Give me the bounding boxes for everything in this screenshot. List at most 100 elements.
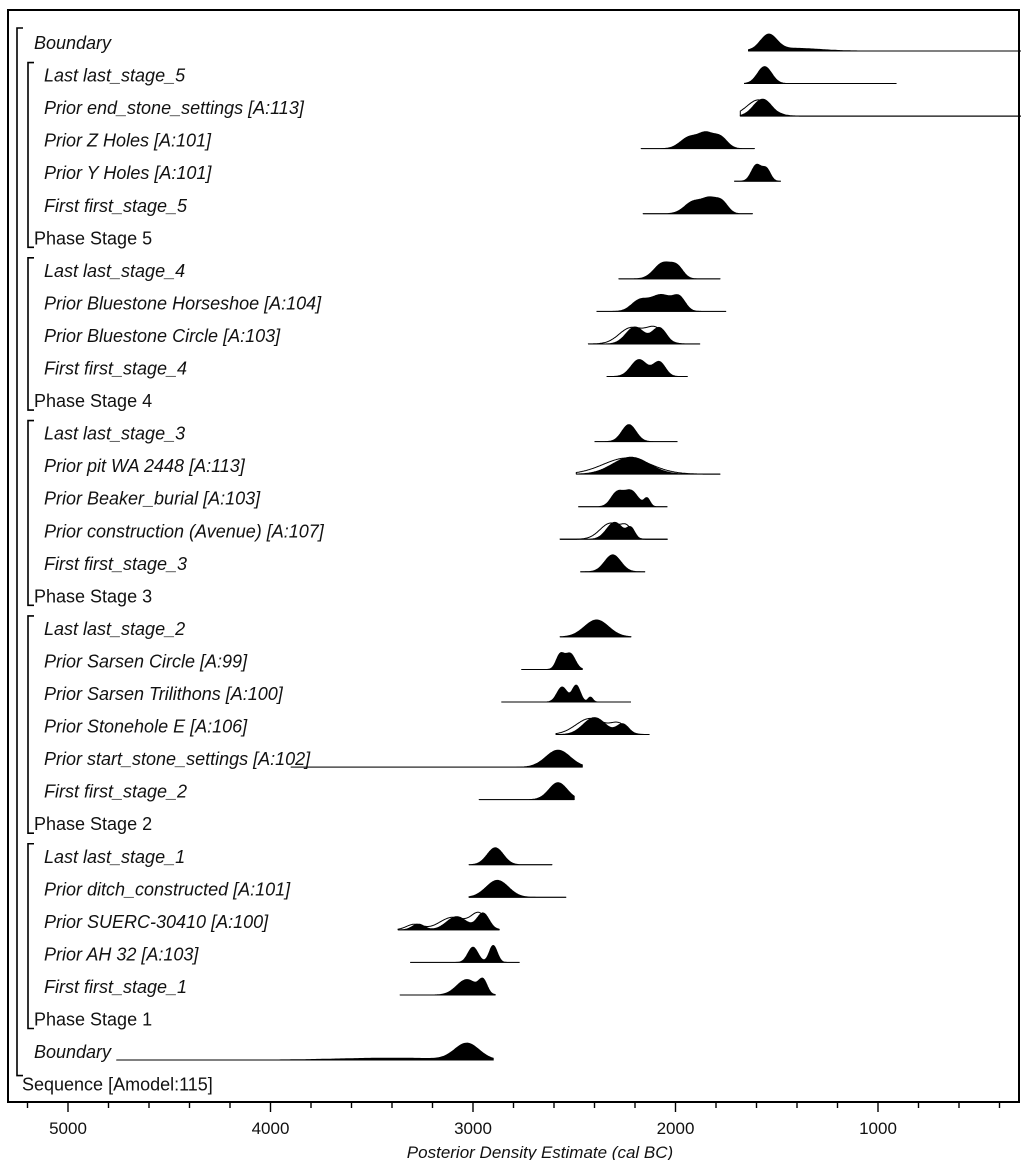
row-label-prior-ah-32-a-103: Prior AH 32 [A:103] <box>44 944 199 964</box>
density-prior-sarsen-circle-a-99 <box>521 651 583 670</box>
density-first-first-stage-1 <box>399 977 496 996</box>
row-label-prior-ditch-constructed-a-101: Prior ditch_constructed [A:101] <box>44 879 291 899</box>
row-label-first-first-stage-5: First first_stage_5 <box>44 196 188 216</box>
row-label-last-last-stage-2: Last last_stage_2 <box>44 619 185 639</box>
density-prior-bluestone-circle-a-103 <box>587 325 701 345</box>
row-label-phase-stage-1: Phase Stage 1 <box>34 1010 152 1030</box>
row-label-prior-stonehole-e-a-106: Prior Stonehole E [A:106] <box>44 717 248 737</box>
row-label-prior-sarsen-trilithons-a-100: Prior Sarsen Trilithons [A:100] <box>44 684 284 704</box>
x-axis-title: Posterior Density Estimate (cal BC) <box>407 1143 673 1160</box>
posterior-fill <box>748 33 1021 52</box>
density-last-last-stage-5 <box>744 66 897 85</box>
density-last-last-stage-2 <box>559 619 632 638</box>
posterior-fill <box>578 489 668 508</box>
density-prior-start-stone-settings-a-102 <box>290 749 583 768</box>
row-label-first-first-stage-2: First first_stage_2 <box>44 782 187 802</box>
posterior-fill <box>575 456 721 475</box>
row-label-boundary: Boundary <box>34 1042 112 1062</box>
posterior-fill <box>559 521 668 540</box>
row-label-first-first-stage-1: First first_stage_1 <box>44 977 187 997</box>
row-label-first-first-stage-3: First first_stage_3 <box>44 554 187 574</box>
tick-label-4000: 4000 <box>252 1119 290 1138</box>
row-label-prior-end-stone-settings-a-113: Prior end_stone_settings [A:113] <box>44 98 305 118</box>
row-label-last-last-stage-1: Last last_stage_1 <box>44 847 185 867</box>
row-label-boundary: Boundary <box>34 33 112 53</box>
posterior-fill <box>468 847 553 866</box>
density-first-first-stage-2 <box>478 782 575 801</box>
phase-bracket <box>27 842 34 1030</box>
row-label-phase-stage-2: Phase Stage 2 <box>34 814 152 834</box>
posterior-fill <box>555 717 650 735</box>
posterior-fill <box>399 977 496 996</box>
density-prior-bluestone-horseshoe-a-104 <box>596 294 727 312</box>
density-prior-suerc-30410-a-100 <box>397 911 500 931</box>
density-prior-construction-avenue-a-107 <box>559 521 668 540</box>
density-prior-stonehole-e-a-106 <box>555 717 650 736</box>
posterior-fill <box>606 359 688 377</box>
row-label-last-last-stage-4: Last last_stage_4 <box>44 261 185 281</box>
posterior-fill <box>559 619 632 638</box>
posterior-fill <box>501 684 631 703</box>
posterior-fill <box>116 1042 494 1061</box>
posterior-fill <box>596 294 727 312</box>
row-label-prior-z-holes-a-101: Prior Z Holes [A:101] <box>44 131 212 151</box>
row-label-first-first-stage-4: First first_stage_4 <box>44 359 187 379</box>
row-label-prior-y-holes-a-101: Prior Y Holes [A:101] <box>44 163 212 183</box>
posterior-fill <box>618 261 721 280</box>
row-label-last-last-stage-5: Last last_stage_5 <box>44 66 186 86</box>
row-label-last-last-stage-3: Last last_stage_3 <box>44 424 185 444</box>
density-boundary <box>748 33 1021 52</box>
density-prior-end-stone-settings-a-113 <box>739 98 1021 117</box>
posterior-fill <box>468 879 567 898</box>
phase-bracket <box>27 257 34 411</box>
row-label-prior-suerc-30410-a-100: Prior SUERC-30410 [A:100] <box>44 912 269 932</box>
density-prior-y-holes-a-101 <box>734 163 781 182</box>
prior-outline <box>739 99 1021 117</box>
posterior-fill <box>734 163 781 182</box>
row-label-prior-bluestone-circle-a-103: Prior Bluestone Circle [A:103] <box>44 326 281 346</box>
density-last-last-stage-1 <box>468 847 553 866</box>
tick-label-3000: 3000 <box>454 1119 492 1138</box>
row-label-phase-stage-4: Phase Stage 4 <box>34 391 152 411</box>
density-prior-beaker-burial-a-103 <box>578 489 668 508</box>
density-prior-sarsen-trilithons-a-100 <box>501 684 631 703</box>
density-prior-z-holes-a-101 <box>640 131 755 150</box>
density-prior-pit-wa-2448-a-113 <box>575 456 721 475</box>
posterior-fill <box>640 131 755 150</box>
density-first-first-stage-4 <box>606 359 688 377</box>
tick-label-5000: 5000 <box>49 1119 87 1138</box>
row-label-prior-start-stone-settings-a-102: Prior start_stone_settings [A:102] <box>44 749 311 769</box>
row-label-prior-bluestone-horseshoe-a-104: Prior Bluestone Horseshoe [A:104] <box>44 293 322 313</box>
phase-bracket <box>27 61 34 249</box>
row-label-sequence-amodel-115: Sequence [Amodel:115] <box>22 1075 213 1095</box>
row-label-prior-pit-wa-2448-a-113: Prior pit WA 2448 [A:113] <box>44 456 246 476</box>
posterior-fill <box>478 782 575 801</box>
posterior-fill <box>521 651 583 670</box>
row-label-prior-construction-avenue-a-107: Prior construction (Avenue) [A:107] <box>44 521 325 541</box>
sequence-bracket <box>16 27 23 1077</box>
row-label-phase-stage-5: Phase Stage 5 <box>34 228 152 248</box>
density-boundary <box>116 1042 494 1061</box>
posterior-fill <box>588 326 701 345</box>
density-prior-ditch-constructed-a-101 <box>468 879 567 898</box>
phase-bracket <box>27 615 34 834</box>
row-label-prior-beaker-burial-a-103: Prior Beaker_burial [A:103] <box>44 489 261 509</box>
phase-bracket <box>27 419 34 607</box>
density-first-first-stage-3 <box>580 554 646 573</box>
posterior-fill <box>397 912 500 931</box>
density-prior-ah-32-a-103 <box>410 944 520 963</box>
density-first-first-stage-5 <box>642 196 753 215</box>
tick-label-2000: 2000 <box>657 1119 695 1138</box>
row-label-prior-sarsen-circle-a-99: Prior Sarsen Circle [A:99] <box>44 651 248 671</box>
row-label-phase-stage-3: Phase Stage 3 <box>34 586 152 606</box>
density-last-last-stage-4 <box>618 261 721 280</box>
posterior-fill <box>642 196 753 215</box>
tick-label-1000: 1000 <box>859 1119 897 1138</box>
posterior-fill <box>580 554 646 573</box>
posterior-fill <box>744 66 897 84</box>
posterior-fill <box>290 749 583 768</box>
posterior-fill <box>594 424 678 442</box>
density-last-last-stage-3 <box>594 424 678 443</box>
